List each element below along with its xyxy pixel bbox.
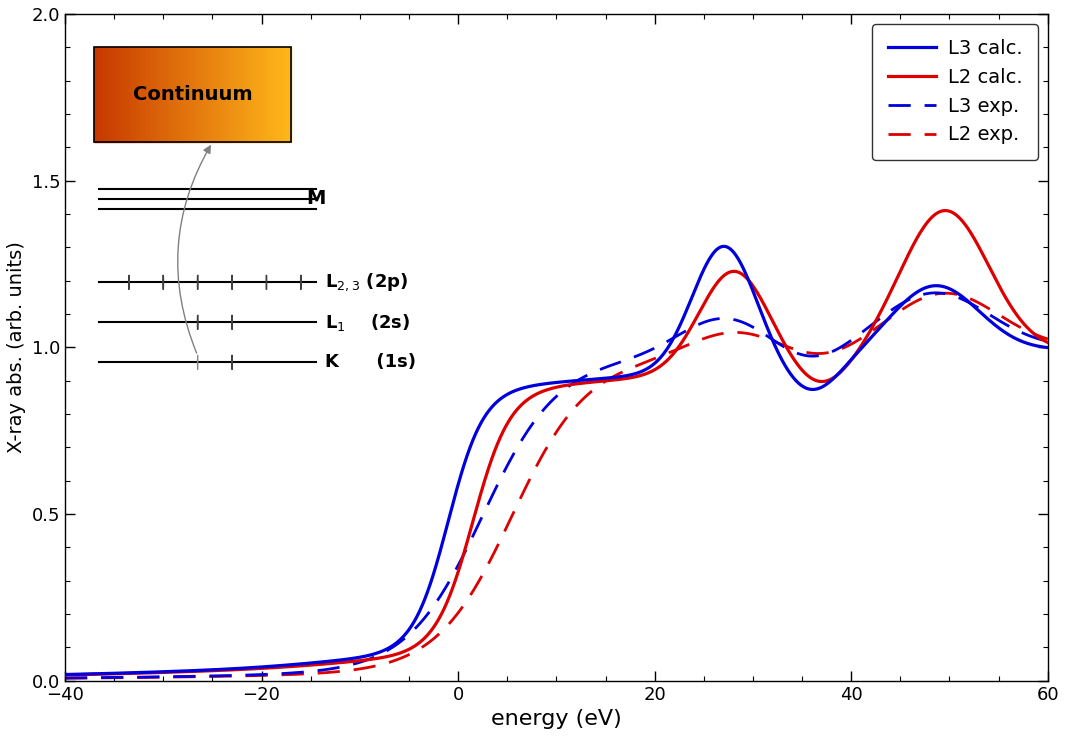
Text: M: M	[306, 189, 325, 208]
L3 exp.	[59, 673, 71, 682]
Text: K      (1s): K (1s)	[325, 353, 417, 371]
L2 calc.	[1022, 325, 1035, 333]
L3 exp.	[229, 671, 242, 680]
L3 calc.	[171, 667, 183, 676]
L2 exp.	[916, 294, 928, 302]
L2 exp.	[1022, 328, 1035, 336]
L2 calc.	[171, 668, 183, 676]
L2 exp.	[171, 673, 183, 682]
Line: L3 calc.: L3 calc.	[65, 247, 1048, 674]
L3 calc.	[229, 664, 242, 673]
L2 calc.	[478, 477, 490, 486]
L2 exp.	[939, 289, 952, 297]
Text: Continuum: Continuum	[133, 85, 253, 105]
L3 exp.	[171, 672, 183, 681]
L3 exp.	[1041, 337, 1054, 346]
Text: L$_{2,3}$ (2p): L$_{2,3}$ (2p)	[325, 272, 408, 293]
L2 calc.	[435, 609, 448, 618]
X-axis label: energy (eV): energy (eV)	[491, 709, 621, 729]
L3 calc.	[1041, 343, 1054, 352]
L2 calc.	[916, 224, 928, 233]
L3 exp.	[916, 290, 928, 299]
L3 exp.	[930, 289, 942, 297]
Legend: L3 calc., L2 calc., L3 exp., L2 exp.: L3 calc., L2 calc., L3 exp., L2 exp.	[872, 24, 1038, 160]
L2 exp.	[478, 567, 490, 576]
L2 calc.	[1041, 338, 1054, 347]
L2 exp.	[59, 674, 71, 683]
L3 calc.	[1022, 339, 1035, 348]
Line: L2 calc.: L2 calc.	[65, 210, 1048, 675]
L3 calc.	[435, 541, 448, 550]
Line: L2 exp.: L2 exp.	[65, 293, 1048, 679]
L3 calc.	[917, 284, 930, 293]
L3 calc.	[478, 413, 490, 422]
L3 exp.	[1022, 331, 1035, 340]
L2 calc.	[59, 670, 71, 679]
Text: L$_1$    (2s): L$_1$ (2s)	[325, 312, 410, 333]
L2 exp.	[1041, 335, 1054, 344]
L2 exp.	[435, 627, 448, 636]
L2 exp.	[229, 672, 242, 681]
L3 calc.	[717, 242, 730, 251]
L3 exp.	[435, 590, 448, 598]
Line: L3 exp.: L3 exp.	[65, 293, 1048, 678]
L3 exp.	[478, 507, 490, 516]
Bar	[95, 47, 291, 142]
L3 calc.	[59, 670, 71, 679]
Y-axis label: X-ray abs. (arb. units): X-ray abs. (arb. units)	[7, 241, 26, 453]
L2 calc.	[939, 206, 952, 215]
FancyArrowPatch shape	[178, 146, 210, 353]
L2 calc.	[229, 665, 242, 674]
